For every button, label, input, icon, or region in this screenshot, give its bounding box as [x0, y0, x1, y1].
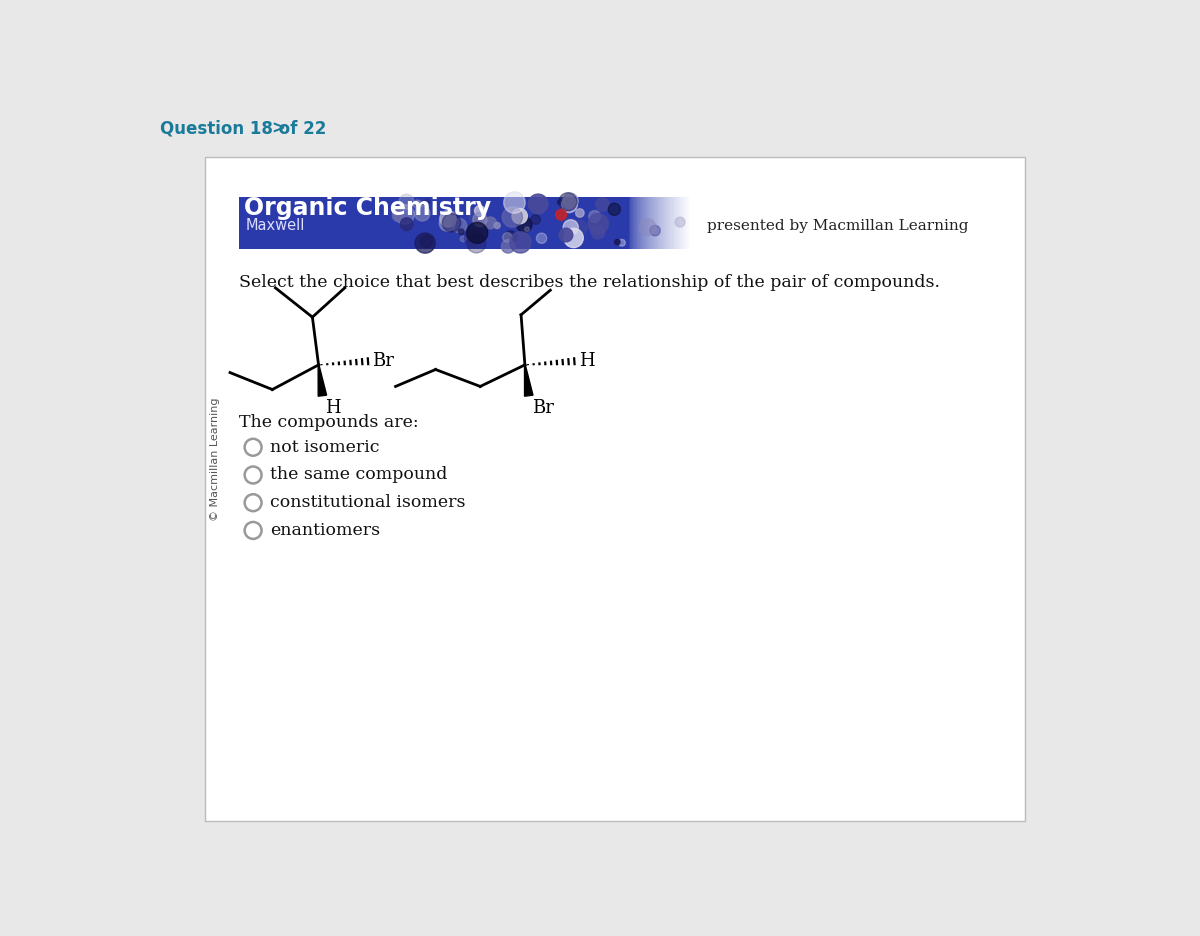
Circle shape — [461, 236, 466, 241]
Circle shape — [439, 215, 456, 231]
Circle shape — [649, 226, 660, 236]
Circle shape — [640, 219, 655, 236]
FancyBboxPatch shape — [204, 157, 1025, 821]
Text: Maxwell: Maxwell — [246, 218, 305, 233]
Text: Organic Chemistry: Organic Chemistry — [244, 196, 491, 220]
Circle shape — [473, 212, 487, 227]
Text: H: H — [578, 352, 594, 370]
Circle shape — [558, 199, 563, 205]
Circle shape — [571, 220, 587, 235]
Circle shape — [564, 228, 583, 248]
Circle shape — [510, 232, 532, 253]
Circle shape — [589, 211, 600, 222]
Circle shape — [614, 240, 620, 244]
Circle shape — [608, 203, 620, 215]
Text: constitutional isomers: constitutional isomers — [270, 494, 466, 511]
Circle shape — [401, 218, 413, 230]
Text: the same compound: the same compound — [270, 466, 448, 484]
Circle shape — [395, 204, 414, 225]
Circle shape — [415, 206, 430, 221]
Text: Question 18 of 22: Question 18 of 22 — [160, 120, 326, 138]
Text: H: H — [325, 399, 341, 417]
Circle shape — [559, 193, 577, 211]
Circle shape — [596, 197, 610, 212]
Circle shape — [524, 227, 529, 231]
Circle shape — [505, 231, 516, 242]
Circle shape — [400, 194, 414, 209]
Polygon shape — [524, 365, 533, 396]
Text: Br: Br — [372, 352, 395, 370]
Circle shape — [502, 240, 515, 253]
Circle shape — [563, 193, 578, 209]
Circle shape — [469, 207, 486, 225]
Text: enantiomers: enantiomers — [270, 522, 380, 539]
Circle shape — [485, 217, 497, 228]
Text: >: > — [271, 120, 284, 138]
Circle shape — [536, 233, 547, 243]
Circle shape — [559, 228, 572, 241]
Circle shape — [464, 228, 484, 247]
Text: The compounds are:: The compounds are: — [239, 414, 419, 431]
Circle shape — [503, 233, 512, 242]
Circle shape — [512, 209, 527, 224]
Text: not isomeric: not isomeric — [270, 439, 379, 456]
Circle shape — [415, 233, 436, 254]
Circle shape — [517, 217, 532, 232]
Circle shape — [502, 207, 522, 227]
Circle shape — [439, 212, 456, 227]
Circle shape — [494, 223, 500, 228]
Circle shape — [452, 218, 467, 233]
Circle shape — [592, 226, 605, 239]
Circle shape — [556, 210, 566, 220]
Polygon shape — [318, 365, 326, 396]
Circle shape — [588, 213, 608, 234]
Circle shape — [618, 240, 625, 246]
Circle shape — [443, 213, 461, 232]
Circle shape — [420, 235, 432, 248]
Text: presented by Macmillan Learning: presented by Macmillan Learning — [708, 219, 968, 233]
Text: Select the choice that best describes the relationship of the pair of compounds.: Select the choice that best describes th… — [239, 274, 941, 291]
Text: Br: Br — [532, 399, 553, 417]
Circle shape — [563, 220, 578, 235]
Circle shape — [439, 210, 456, 227]
Circle shape — [424, 199, 430, 205]
Circle shape — [413, 200, 421, 209]
Circle shape — [562, 197, 577, 212]
Circle shape — [530, 215, 540, 225]
Text: © Macmillan Learning: © Macmillan Learning — [210, 397, 220, 520]
Circle shape — [467, 234, 486, 253]
Circle shape — [504, 192, 526, 213]
Circle shape — [392, 210, 404, 222]
Circle shape — [474, 206, 485, 216]
Circle shape — [458, 229, 464, 235]
Circle shape — [528, 194, 548, 213]
Circle shape — [467, 223, 487, 243]
Circle shape — [576, 209, 584, 217]
Circle shape — [676, 217, 685, 227]
FancyBboxPatch shape — [239, 197, 690, 249]
